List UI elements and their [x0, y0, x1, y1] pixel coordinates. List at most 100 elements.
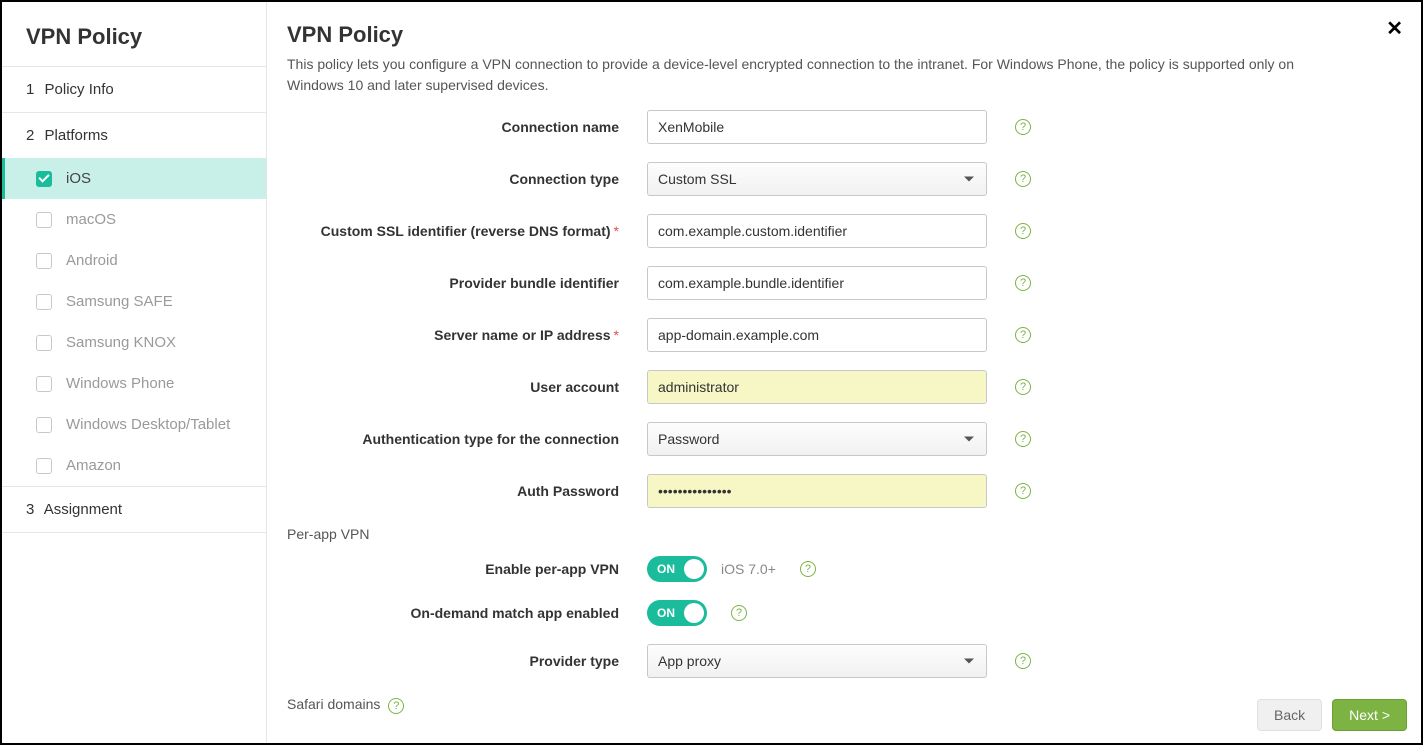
- step-number: 1: [26, 81, 34, 98]
- help-icon[interactable]: ?: [1015, 653, 1031, 669]
- toggle-note: iOS 7.0+: [721, 561, 776, 577]
- checkbox-icon: [36, 171, 52, 187]
- platform-label: Windows Phone: [66, 375, 174, 392]
- row-connection-name: Connection name ?: [287, 110, 1401, 144]
- page-description: This policy lets you configure a VPN con…: [287, 54, 1307, 96]
- help-icon[interactable]: ?: [1015, 483, 1031, 499]
- step-platforms-container: 2 Platforms iOS macOS Android Samsung SA…: [2, 113, 266, 487]
- input-custom-ssl-id[interactable]: [647, 214, 987, 248]
- help-icon[interactable]: ?: [1015, 223, 1031, 239]
- input-auth-password[interactable]: [647, 474, 987, 508]
- close-icon[interactable]: ✕: [1386, 16, 1403, 41]
- label-bundle-id: Provider bundle identifier: [287, 275, 647, 291]
- main-panel: ✕ VPN Policy This policy lets you config…: [267, 2, 1421, 743]
- checkbox-icon: [36, 335, 52, 351]
- toggle-knob: [684, 603, 704, 623]
- platform-item-samsung-safe[interactable]: Samsung SAFE: [2, 281, 266, 322]
- platform-label: iOS: [66, 170, 91, 187]
- chevron-down-icon: [964, 177, 974, 182]
- section-label-text: Safari domains: [287, 696, 380, 712]
- label-on-demand: On-demand match app enabled: [287, 605, 647, 621]
- platform-item-android[interactable]: Android: [2, 240, 266, 281]
- platform-item-ios[interactable]: iOS: [2, 158, 266, 199]
- help-icon[interactable]: ?: [1015, 431, 1031, 447]
- toggle-on-label: ON: [657, 606, 675, 620]
- required-mark: *: [614, 327, 619, 343]
- help-icon[interactable]: ?: [731, 605, 747, 621]
- wizard-sidebar: VPN Policy 1 Policy Info 2 Platforms iOS…: [2, 2, 267, 743]
- row-connection-type: Connection type Custom SSL ?: [287, 162, 1401, 196]
- help-icon[interactable]: ?: [1015, 275, 1031, 291]
- section-per-app-vpn: Per-app VPN: [287, 526, 1401, 542]
- toggle-enable-per-app[interactable]: ON: [647, 556, 707, 582]
- help-icon[interactable]: ?: [1015, 171, 1031, 187]
- platform-label: Windows Desktop/Tablet: [66, 416, 230, 433]
- label-auth-password: Auth Password: [287, 483, 647, 499]
- toggle-group: ON iOS 7.0+ ?: [647, 556, 816, 582]
- help-icon[interactable]: ?: [1015, 327, 1031, 343]
- help-icon[interactable]: ?: [1015, 379, 1031, 395]
- sidebar-title: VPN Policy: [2, 2, 266, 67]
- row-user-account: User account ?: [287, 370, 1401, 404]
- row-enable-per-app: Enable per-app VPN ON iOS 7.0+ ?: [287, 556, 1401, 582]
- back-button[interactable]: Back: [1257, 699, 1322, 731]
- select-provider-type[interactable]: App proxy: [647, 644, 987, 678]
- input-user-account[interactable]: [647, 370, 987, 404]
- step-label: Platforms: [45, 127, 108, 144]
- help-icon[interactable]: ?: [1015, 119, 1031, 135]
- select-auth-type[interactable]: Password: [647, 422, 987, 456]
- footer-actions: Back Next >: [1257, 699, 1407, 731]
- step-platforms[interactable]: 2 Platforms: [2, 113, 266, 158]
- platform-label: macOS: [66, 211, 116, 228]
- step-label: Policy Info: [45, 81, 114, 98]
- dialog-container: VPN Policy 1 Policy Info 2 Platforms iOS…: [0, 0, 1423, 745]
- step-assignment[interactable]: 3 Assignment: [2, 487, 266, 533]
- label-auth-type: Authentication type for the connection: [287, 431, 647, 447]
- row-auth-type: Authentication type for the connection P…: [287, 422, 1401, 456]
- help-icon[interactable]: ?: [388, 698, 404, 714]
- row-on-demand: On-demand match app enabled ON ?: [287, 600, 1401, 626]
- chevron-down-icon: [964, 659, 974, 664]
- select-connection-type[interactable]: Custom SSL: [647, 162, 987, 196]
- label-connection-name: Connection name: [287, 119, 647, 135]
- label-text: Server name or IP address: [434, 327, 610, 343]
- row-provider-type: Provider type App proxy ?: [287, 644, 1401, 678]
- input-bundle-id[interactable]: [647, 266, 987, 300]
- label-server: Server name or IP address*: [287, 327, 647, 343]
- checkbox-icon: [36, 212, 52, 228]
- row-bundle-id: Provider bundle identifier ?: [287, 266, 1401, 300]
- platform-item-windows-phone[interactable]: Windows Phone: [2, 363, 266, 404]
- toggle-knob: [684, 559, 704, 579]
- checkbox-icon: [36, 253, 52, 269]
- platform-item-samsung-knox[interactable]: Samsung KNOX: [2, 322, 266, 363]
- row-auth-password: Auth Password ?: [287, 474, 1401, 508]
- select-value: Custom SSL: [658, 171, 737, 187]
- form-area: Connection name ? Connection type Custom…: [287, 110, 1401, 714]
- step-policy-info[interactable]: 1 Policy Info: [2, 67, 266, 113]
- platform-label: Android: [66, 252, 118, 269]
- button-label: Next >: [1349, 707, 1390, 723]
- next-button[interactable]: Next >: [1332, 699, 1407, 731]
- step-number: 3: [26, 501, 34, 518]
- label-user-account: User account: [287, 379, 647, 395]
- chevron-down-icon: [964, 437, 974, 442]
- select-value: App proxy: [658, 653, 721, 669]
- platform-item-windows-desktop-tablet[interactable]: Windows Desktop/Tablet: [2, 404, 266, 445]
- checkbox-icon: [36, 376, 52, 392]
- help-icon[interactable]: ?: [800, 561, 816, 577]
- platform-label: Samsung KNOX: [66, 334, 176, 351]
- input-connection-name[interactable]: [647, 110, 987, 144]
- page-title: VPN Policy: [287, 22, 1401, 48]
- section-safari-domains: Safari domains ?: [287, 696, 1401, 714]
- checkbox-icon: [36, 458, 52, 474]
- platform-item-amazon[interactable]: Amazon: [2, 445, 266, 486]
- input-server[interactable]: [647, 318, 987, 352]
- row-custom-ssl-id: Custom SSL identifier (reverse DNS forma…: [287, 214, 1401, 248]
- toggle-on-demand[interactable]: ON: [647, 600, 707, 626]
- toggle-group: ON ?: [647, 600, 747, 626]
- platform-label: Amazon: [66, 457, 121, 474]
- checkbox-icon: [36, 294, 52, 310]
- step-label: Assignment: [44, 501, 122, 518]
- label-custom-ssl-id: Custom SSL identifier (reverse DNS forma…: [287, 223, 647, 239]
- platform-item-macos[interactable]: macOS: [2, 199, 266, 240]
